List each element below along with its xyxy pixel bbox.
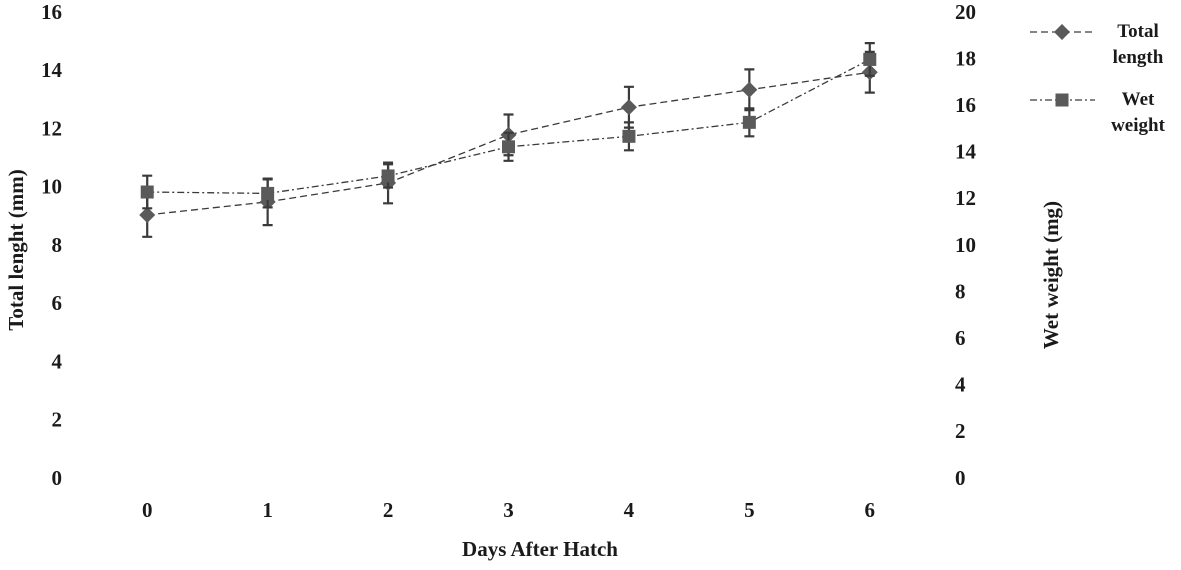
y2-tick-label: 10	[955, 233, 976, 257]
y-tick-label: 8	[52, 233, 63, 257]
y-tick-label: 2	[52, 408, 63, 432]
x-tick-label: 3	[503, 498, 514, 522]
x-tick-label: 4	[624, 498, 635, 522]
y-tick-label: 10	[41, 175, 62, 199]
marker	[140, 185, 154, 199]
marker	[622, 129, 636, 143]
legend-label: Total length	[1112, 21, 1164, 68]
x-axis-title: Days After Hatch	[462, 537, 618, 561]
marker	[381, 169, 395, 183]
y2-tick-label: 16	[955, 93, 976, 117]
y2-tick-label: 18	[955, 46, 976, 70]
x-tick-label: 5	[744, 498, 755, 522]
marker	[620, 99, 637, 116]
x-tick-label: 2	[383, 498, 394, 522]
x-tick-label: 6	[865, 498, 876, 522]
y2-axis-title: Wet weight (mg)	[1039, 201, 1063, 349]
marker	[863, 52, 877, 66]
legend-marker	[1054, 24, 1070, 40]
marker	[261, 186, 275, 200]
marker	[742, 115, 756, 129]
y-tick-label: 14	[41, 58, 63, 82]
y2-tick-label: 0	[955, 466, 966, 490]
y2-tick-label: 8	[955, 279, 966, 303]
x-tick-label: 1	[262, 498, 273, 522]
y-tick-label: 4	[52, 349, 63, 373]
y-tick-label: 12	[41, 116, 62, 140]
y2-tick-label: 4	[955, 373, 966, 397]
legend-marker	[1055, 93, 1069, 107]
y-tick-label: 6	[52, 291, 63, 315]
marker	[502, 140, 515, 154]
legend-label: Wet weight	[1111, 89, 1165, 136]
y2-tick-label: 20	[955, 0, 976, 24]
y2-tick-label: 12	[955, 186, 976, 210]
marker	[139, 206, 156, 223]
y2-tick-label: 6	[955, 326, 966, 350]
x-tick-label: 0	[142, 498, 153, 522]
y-axis-title: Total lenght (mm)	[4, 169, 28, 330]
y2-tick-label: 2	[955, 419, 966, 443]
y2-tick-label: 14	[955, 140, 977, 164]
y-tick-label: 16	[41, 0, 62, 24]
marker	[741, 81, 758, 98]
y-tick-label: 0	[52, 466, 63, 490]
